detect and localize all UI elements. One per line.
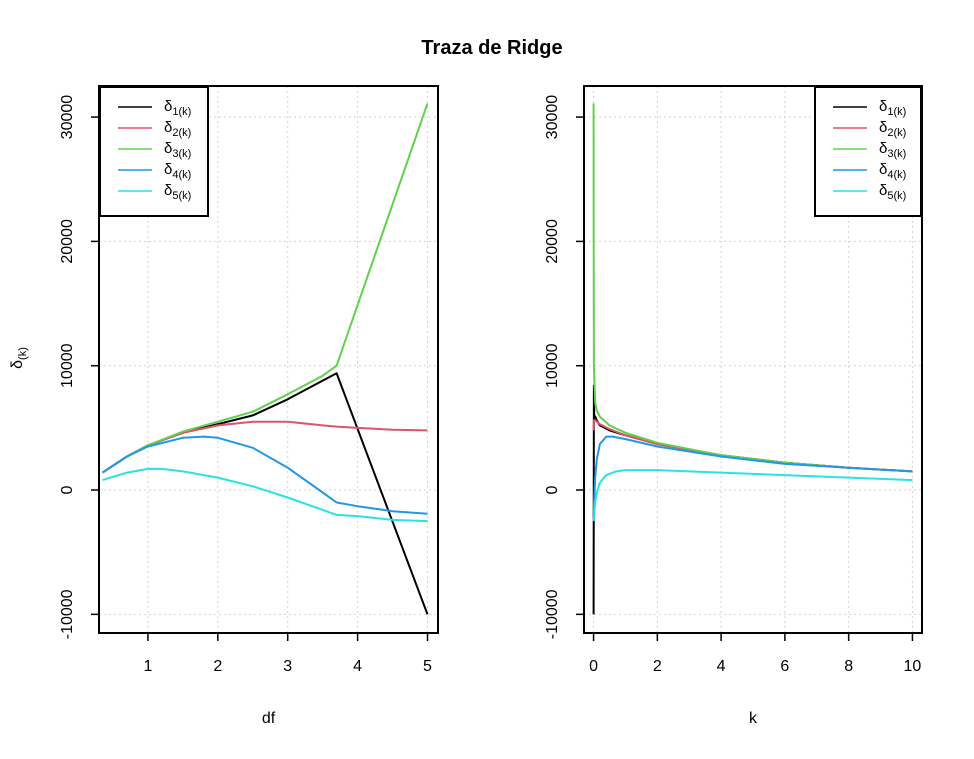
figure-title: Traza de Ridge bbox=[421, 37, 562, 59]
series-line-5 bbox=[102, 467, 428, 523]
y-tick-label: 20000 bbox=[544, 219, 561, 264]
legend-label-sub: 3(k) bbox=[172, 148, 191, 160]
x-tick-label: 3 bbox=[283, 658, 292, 675]
plot-frame bbox=[98, 85, 439, 634]
legend-label: δ5(k) bbox=[879, 182, 906, 202]
y-tick-label: 30000 bbox=[59, 95, 76, 140]
series-line-4 bbox=[592, 435, 913, 514]
legend-label-main: δ bbox=[879, 119, 887, 136]
legend-label: δ3(k) bbox=[879, 140, 906, 160]
x-tick-label: 2 bbox=[213, 658, 222, 675]
x-tick-label: 2 bbox=[653, 658, 662, 675]
legend-label-sub: 5(k) bbox=[887, 190, 906, 202]
legend-label-sub: 5(k) bbox=[172, 190, 191, 202]
y-tick-label: 0 bbox=[544, 485, 561, 494]
legend-label-sub: 4(k) bbox=[887, 169, 906, 181]
y-tick-label: 30000 bbox=[544, 95, 561, 140]
legend-label-sub: 4(k) bbox=[172, 169, 191, 181]
y-tick-label: -10000 bbox=[544, 589, 561, 639]
legend-box bbox=[99, 86, 209, 217]
x-tick-label: 1 bbox=[143, 658, 152, 675]
series-line-3 bbox=[592, 103, 913, 473]
legend-label: δ4(k) bbox=[879, 161, 906, 181]
legend: δ1(k)δ2(k)δ3(k)δ4(k)δ5(k) bbox=[99, 86, 209, 217]
legend-label: δ5(k) bbox=[164, 182, 191, 202]
x-tick-label: 4 bbox=[353, 658, 362, 675]
series-line-2 bbox=[101, 420, 428, 474]
legend-label: δ4(k) bbox=[164, 161, 191, 181]
legend-label: δ1(k) bbox=[164, 98, 191, 118]
x-tick-label: 8 bbox=[844, 658, 853, 675]
legend-label-main: δ bbox=[879, 98, 887, 115]
legend-label-sub: 3(k) bbox=[887, 148, 906, 160]
legend-label: δ3(k) bbox=[164, 140, 191, 160]
legend-label: δ2(k) bbox=[164, 119, 191, 139]
legend-label-main: δ bbox=[879, 182, 887, 199]
legend-label-main: δ bbox=[164, 182, 172, 199]
y-tick-label: 0 bbox=[59, 485, 76, 494]
legend-label-main: δ bbox=[879, 140, 887, 157]
x-tick-label: 4 bbox=[717, 658, 726, 675]
legend-label-main: δ bbox=[879, 161, 887, 178]
plot-frame bbox=[583, 85, 923, 634]
x-axis-label: df bbox=[262, 710, 276, 727]
series-line-5 bbox=[592, 469, 913, 522]
y-axis-label: δ(k) bbox=[9, 347, 29, 369]
x-tick-label: 10 bbox=[904, 658, 922, 675]
series-line-1 bbox=[101, 372, 429, 615]
x-tick-label: 6 bbox=[780, 658, 789, 675]
y-tick-label: 10000 bbox=[59, 343, 76, 388]
y-axis-label-sub: (k) bbox=[17, 347, 29, 360]
legend-label-main: δ bbox=[164, 140, 172, 157]
x-tick-label: 5 bbox=[423, 658, 432, 675]
legend-label: δ2(k) bbox=[879, 119, 906, 139]
right-panel-k: 0 2 4 6 8 10-100000100002000030000kδ1(k)δ2(k)… bbox=[544, 85, 923, 727]
legend-label-sub: 1(k) bbox=[887, 106, 906, 118]
legend-label: δ1(k) bbox=[879, 98, 906, 118]
legend: δ1(k)δ2(k)δ3(k)δ4(k)δ5(k) bbox=[814, 86, 922, 217]
series-line-2 bbox=[592, 419, 913, 473]
y-tick-label: -10000 bbox=[59, 589, 76, 639]
series-line-4 bbox=[101, 435, 428, 515]
y-axis-label-main: δ bbox=[9, 360, 26, 369]
series-line-1 bbox=[592, 384, 913, 615]
legend-label-main: δ bbox=[164, 119, 172, 136]
legend-label-sub: 2(k) bbox=[172, 127, 191, 139]
legend-label-sub: 2(k) bbox=[887, 127, 906, 139]
y-tick-label: 20000 bbox=[59, 219, 76, 264]
legend-box bbox=[814, 86, 922, 217]
x-tick-label: 0 bbox=[589, 658, 598, 675]
x-axis-label: k bbox=[749, 710, 758, 727]
left-panel-df: 1 2 3 4 5-100000100002000030000dfδ1(k)δ2(k)δ… bbox=[59, 85, 439, 727]
y-tick-label: 10000 bbox=[544, 343, 561, 388]
legend-label-main: δ bbox=[164, 98, 172, 115]
legend-label-main: δ bbox=[164, 161, 172, 178]
legend-label-sub: 1(k) bbox=[172, 106, 191, 118]
